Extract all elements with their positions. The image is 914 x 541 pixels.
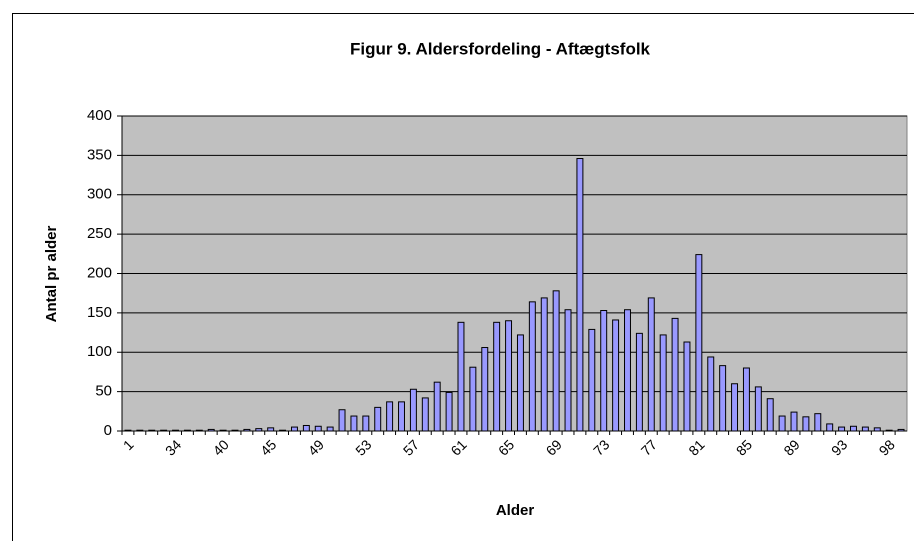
bar [362, 415, 370, 432]
bar [290, 426, 298, 432]
bar [552, 290, 560, 432]
bar [600, 310, 608, 432]
bar [386, 401, 394, 432]
bar [267, 427, 275, 432]
bar [516, 334, 524, 432]
bar [243, 428, 251, 432]
bar [302, 424, 310, 432]
bar [540, 297, 548, 432]
bar [457, 321, 465, 432]
bar [564, 309, 572, 432]
bar [148, 429, 156, 432]
bar [338, 409, 346, 432]
y-tick-label: 50 [95, 383, 112, 400]
y-tick-label: 100 [87, 343, 112, 360]
bar [398, 401, 405, 432]
bar [124, 429, 132, 432]
bar [409, 388, 417, 432]
bar [885, 429, 893, 432]
bar [695, 254, 703, 432]
bar [350, 415, 358, 432]
bar [671, 317, 679, 432]
bar [790, 411, 798, 432]
bar [433, 381, 441, 432]
bar [219, 429, 227, 432]
bar [528, 301, 536, 432]
bar [659, 334, 667, 432]
bar [838, 426, 846, 432]
bar [136, 429, 144, 432]
bar [635, 332, 643, 432]
bar [861, 426, 869, 432]
bar [612, 319, 620, 432]
bar [754, 386, 762, 432]
bar [326, 426, 334, 432]
bar [731, 383, 739, 432]
y-tick-label: 0 [104, 422, 112, 439]
y-tick-label: 400 [87, 107, 112, 124]
chart-title: Figur 9. Aldersfordeling - Aftægtsfolk [350, 39, 651, 58]
bar [421, 397, 429, 432]
y-axis-label: Antal pr alder [43, 225, 60, 322]
bar [183, 429, 191, 432]
y-tick-label: 150 [87, 304, 112, 321]
bar [719, 365, 727, 432]
bar [683, 341, 691, 432]
bar [802, 416, 810, 432]
bar [766, 398, 774, 432]
y-tick-label: 250 [87, 225, 112, 242]
bar [279, 429, 287, 432]
bar [314, 425, 322, 432]
x-axis-label: Alder [496, 502, 535, 519]
bar [814, 413, 822, 432]
bar [255, 428, 263, 432]
bar [231, 429, 239, 432]
bar [778, 415, 786, 432]
bar [576, 158, 584, 432]
bar [469, 366, 477, 432]
bar [207, 428, 215, 432]
bar [742, 367, 750, 432]
bar [873, 427, 881, 432]
bar [195, 429, 203, 432]
bar [707, 356, 715, 432]
bar [493, 321, 501, 432]
y-tick-label: 200 [87, 264, 112, 281]
bar [624, 309, 631, 432]
bar [374, 406, 382, 432]
bar [481, 347, 489, 432]
bar [160, 429, 168, 432]
bar [445, 391, 453, 432]
bar [647, 297, 655, 432]
bar [505, 320, 513, 432]
bar [172, 429, 179, 432]
y-tick-label: 350 [87, 146, 112, 163]
y-tick-label: 300 [87, 186, 112, 203]
bar [897, 428, 905, 432]
bar [588, 328, 596, 432]
bar [850, 425, 857, 432]
bar [826, 423, 834, 432]
